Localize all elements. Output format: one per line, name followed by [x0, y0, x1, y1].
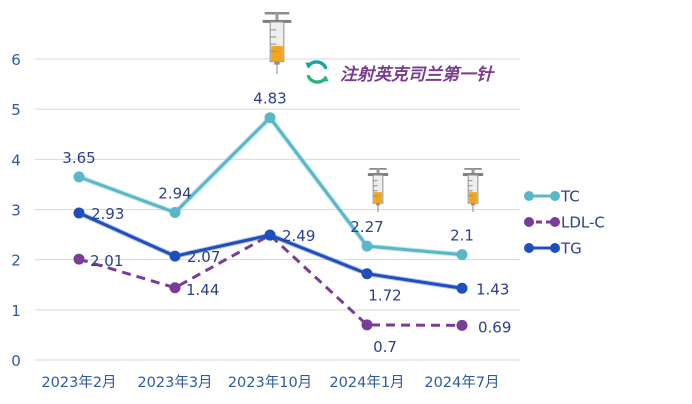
data-point [169, 282, 181, 294]
x-tick-label: 2024年7月 [424, 374, 499, 391]
x-tick-label: 2023年10月 [228, 374, 312, 391]
legend-label: TC [560, 188, 580, 206]
data-point [169, 207, 181, 219]
data-point [361, 240, 373, 252]
y-tick-label: 4 [11, 151, 21, 169]
series-line [78, 233, 463, 327]
data-point [361, 268, 373, 280]
legend-item-tg: TG [524, 240, 582, 258]
y-tick-label: 6 [11, 51, 21, 69]
data-label: 2.27 [350, 218, 383, 236]
legend-item-tc: TC [524, 188, 580, 206]
data-point [264, 112, 276, 124]
y-tick-label: 1 [11, 302, 21, 320]
data-label: 1.44 [186, 281, 219, 299]
x-tick-label: 2023年3月 [137, 374, 212, 391]
data-point [361, 319, 373, 331]
syringe-icon [262, 12, 292, 74]
data-point [73, 253, 85, 265]
data-label: 1.72 [368, 287, 401, 305]
data-label: 2.07 [187, 248, 220, 266]
data-label: 2.94 [158, 185, 191, 203]
y-tick-label: 2 [11, 252, 21, 270]
data-point [73, 171, 85, 183]
series-tc [73, 112, 468, 261]
y-tick-label: 5 [11, 101, 21, 119]
caption-text: 注射英克司兰第一针 [340, 64, 493, 85]
data-point [456, 249, 468, 261]
data-label: 2.93 [91, 205, 124, 223]
x-tick-label: 2023年2月 [41, 374, 116, 391]
data-label: 2.1 [450, 227, 474, 245]
data-label: 4.83 [253, 90, 286, 108]
y-tick-label: 0 [11, 352, 21, 370]
y-tick-label: 3 [11, 202, 21, 220]
injection-caption: 注射英克司兰第一针 [302, 57, 493, 87]
legend-item-ldl-c: LDL-C [524, 214, 605, 232]
data-label: 0.69 [478, 318, 511, 336]
x-tick-label: 2024年1月 [329, 374, 404, 391]
refresh-cycle-icon [305, 60, 329, 84]
legend-label: LDL-C [561, 214, 605, 232]
data-point [264, 229, 276, 241]
data-point [169, 250, 181, 262]
data-label: 1.43 [476, 280, 509, 298]
legend-label: TG [560, 240, 582, 258]
syringe-icon [462, 168, 484, 212]
data-point [456, 319, 468, 331]
data-label: 0.7 [373, 338, 397, 356]
data-label: 3.65 [62, 149, 95, 167]
data-label: 2.49 [282, 227, 315, 245]
data-point [73, 207, 85, 219]
data-point [456, 282, 468, 294]
series-tg [73, 207, 468, 294]
data-label: 2.01 [90, 252, 123, 270]
syringe-icon [367, 168, 389, 212]
